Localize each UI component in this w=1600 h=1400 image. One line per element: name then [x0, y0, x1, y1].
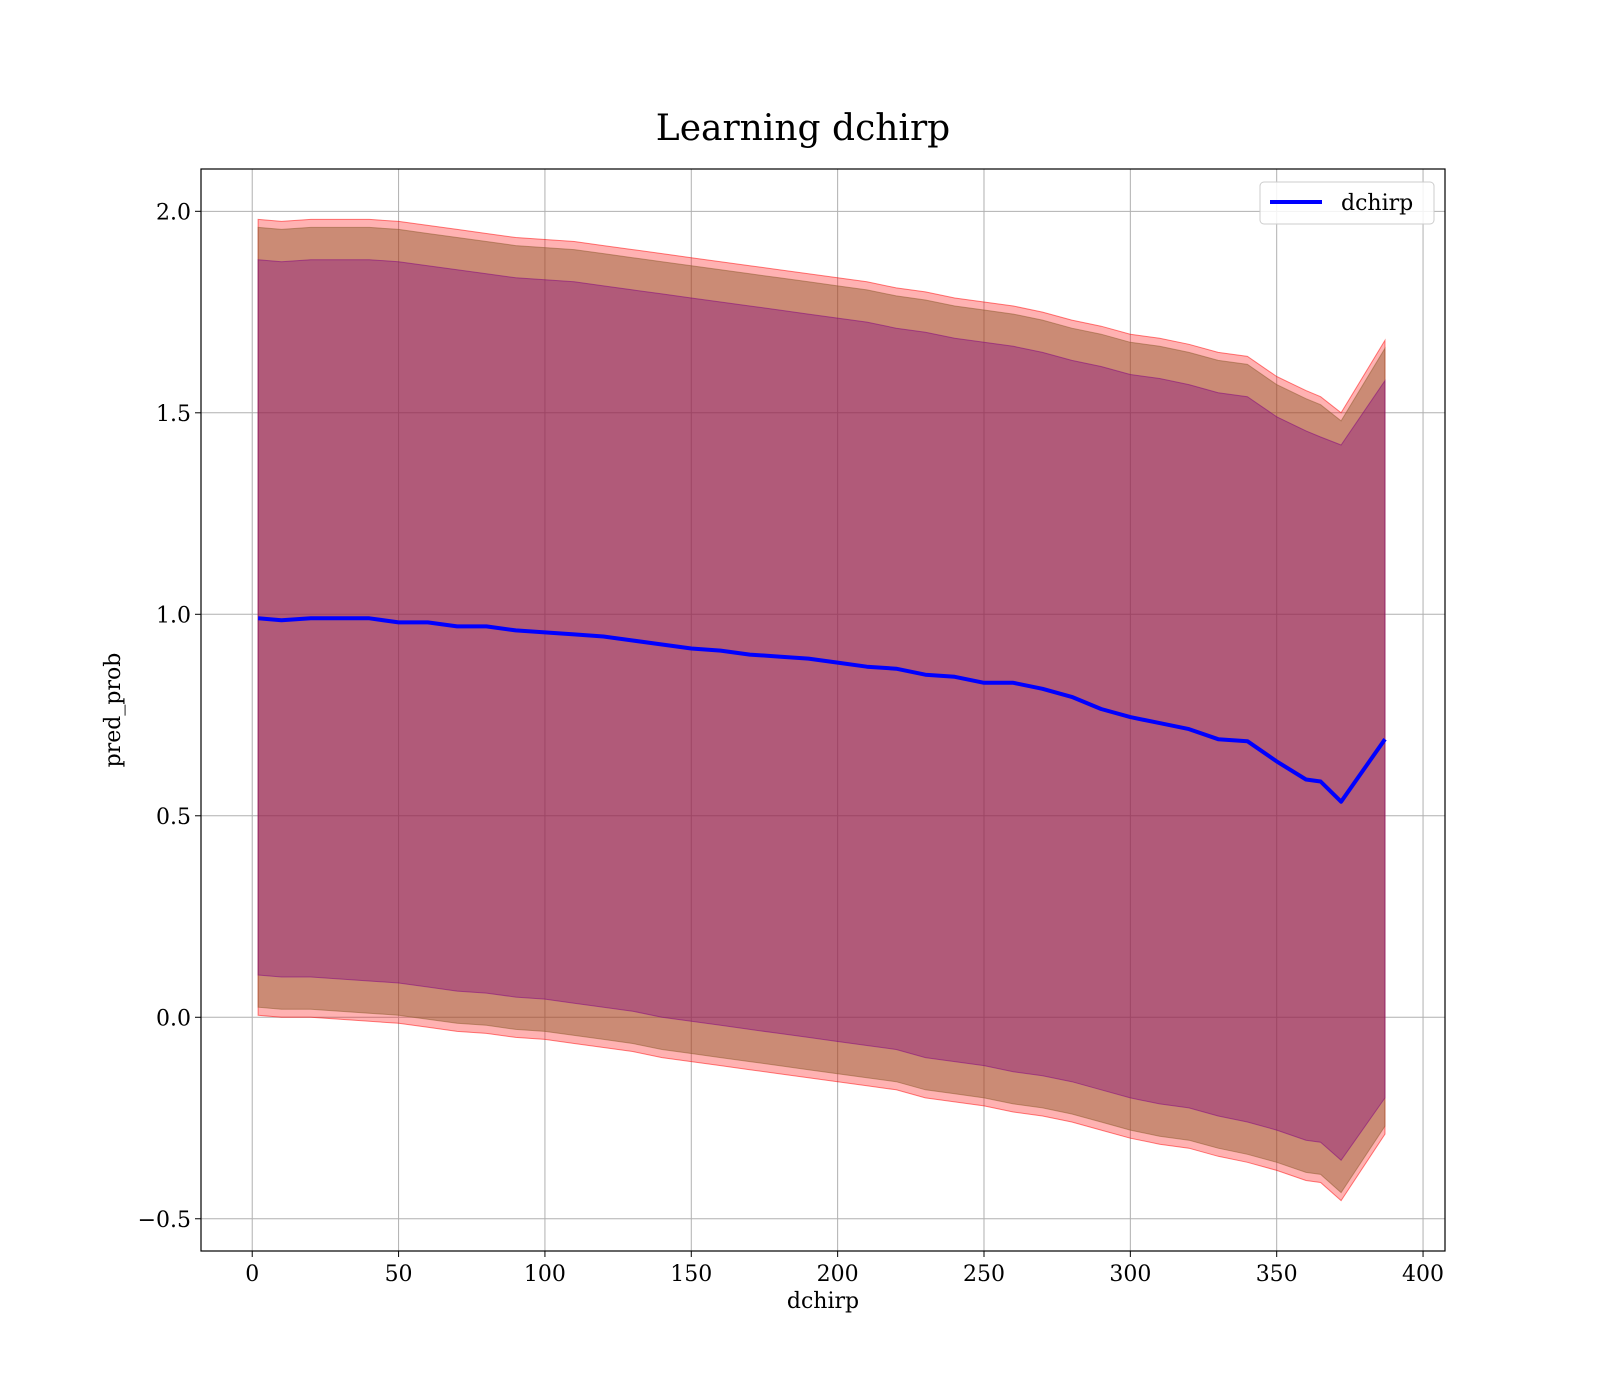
- y-tick-label-0: −0.5: [138, 1208, 191, 1233]
- plot-frame: [200, 168, 1446, 1252]
- y-tick-label-5: 2.0: [156, 200, 191, 225]
- legend-label: dchirp: [1341, 191, 1413, 216]
- x-tick-label-5: 250: [963, 1262, 1005, 1287]
- grid: [201, 169, 1445, 1251]
- x-tick-label-4: 200: [817, 1262, 859, 1287]
- band-outer: [257, 218, 1386, 1202]
- x-axis-title: dchirp: [787, 1289, 859, 1314]
- y-axis: −0.5 0.0 0.5 1.0 1.5 2.0: [138, 200, 201, 1233]
- x-tick-label-7: 350: [1256, 1262, 1298, 1287]
- x-tick-label-0: 0: [245, 1262, 259, 1287]
- x-tick-label-6: 300: [1109, 1262, 1151, 1287]
- band-middle: [257, 226, 1386, 1194]
- confidence-bands: [257, 218, 1386, 1202]
- series-lines: [257, 616, 1387, 804]
- legend: dchirp: [1259, 181, 1435, 225]
- y-axis-title: pred_prob: [101, 653, 126, 768]
- legend-box: [1259, 181, 1435, 225]
- y-tick-label-4: 1.5: [156, 402, 191, 427]
- x-tick-label-3: 150: [670, 1262, 712, 1287]
- chart-title: Learning dchirp: [656, 108, 950, 149]
- x-axis: 0 50 100 150 200 250 300 350 400: [245, 1251, 1444, 1287]
- band-inner: [257, 259, 1386, 1162]
- series-line-0: [257, 616, 1387, 804]
- x-tick-label-8: 400: [1402, 1262, 1444, 1287]
- y-tick-label-1: 0.0: [156, 1006, 191, 1031]
- y-tick-label-3: 1.0: [156, 603, 191, 628]
- x-tick-label-1: 50: [385, 1262, 413, 1287]
- x-tick-label-2: 100: [524, 1262, 566, 1287]
- y-tick-label-2: 0.5: [156, 805, 191, 830]
